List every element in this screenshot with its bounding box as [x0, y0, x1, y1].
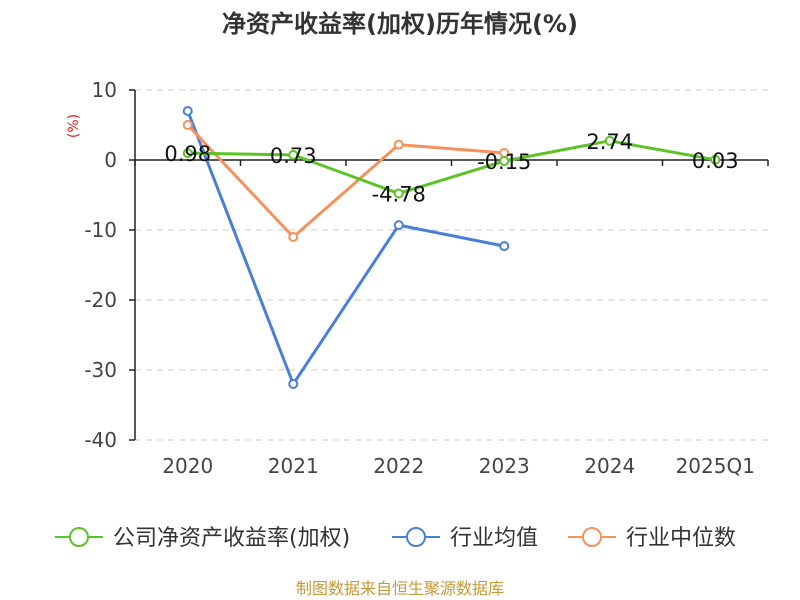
y-axis-unit: (%) — [66, 114, 82, 138]
legend-item-industry-median: 行业中位数 — [568, 526, 736, 551]
legend-label: 行业均值 — [450, 526, 538, 551]
data-point — [710, 154, 721, 165]
y-tick-label: -10 — [84, 218, 117, 242]
y-tick-label: -40 — [84, 428, 117, 452]
legend-label: 公司净资产收益率(加权) — [113, 526, 350, 551]
grid-layer — [135, 89, 768, 441]
data-label: 0.98 — [164, 142, 211, 166]
data-point — [499, 241, 510, 252]
legend-marker — [406, 527, 426, 547]
legend: 公司净资产收益率(加权) 行业均值 行业中位数 — [55, 526, 736, 551]
data-point — [182, 148, 193, 159]
x-tick-label: 2025Q1 — [676, 454, 755, 478]
data-point — [393, 188, 404, 199]
series-line — [187, 139, 716, 195]
legend-item-company: 公司净资产收益率(加权) — [55, 526, 350, 551]
data-label: 2.74 — [586, 130, 633, 154]
y-tick-label: -20 — [84, 288, 117, 312]
series-line — [186, 110, 505, 386]
x-tick-label: 2023 — [479, 454, 530, 478]
data-label: -0.15 — [477, 150, 531, 174]
data-point — [499, 156, 510, 167]
data-point — [393, 220, 404, 231]
data-point — [288, 149, 299, 160]
x-tick-label: 2024 — [584, 454, 635, 478]
x-tick-label: 2022 — [373, 454, 424, 478]
data-label: -4.78 — [372, 182, 426, 206]
data-point — [288, 232, 299, 242]
data-point — [182, 106, 193, 116]
legend-marker — [69, 527, 89, 547]
data-point — [393, 139, 404, 150]
data-label: 0.03 — [692, 149, 739, 173]
y-tick-label: -30 — [84, 358, 117, 382]
data-point — [288, 379, 299, 389]
data-point — [182, 120, 193, 130]
series-layer — [182, 106, 721, 389]
y-tick-label: 10 — [92, 78, 117, 102]
x-tick-label: 2021 — [268, 454, 319, 478]
source-note: 制图数据来自恒生聚源数据库 — [296, 579, 504, 598]
legend-item-industry-mean: 行业均值 — [392, 526, 538, 551]
data-point — [604, 135, 615, 146]
legend-label: 行业中位数 — [626, 526, 736, 551]
x-tick-label: 2020 — [162, 454, 213, 478]
axis-layer: 10 0 -10 -20 -30 -40 2020 2021 2022 2023 2024 2025Q… — [84, 78, 769, 478]
data-label-layer: 0.98 0.73 -4.78 -0.15 2.74 0.03 — [164, 130, 738, 207]
series-line — [186, 123, 505, 239]
chart-title: 净资产收益率(加权)历年情况(%) — [222, 10, 578, 38]
y-tick-label: 0 — [104, 148, 117, 172]
legend-marker — [582, 527, 602, 547]
data-label: 0.73 — [270, 144, 317, 168]
